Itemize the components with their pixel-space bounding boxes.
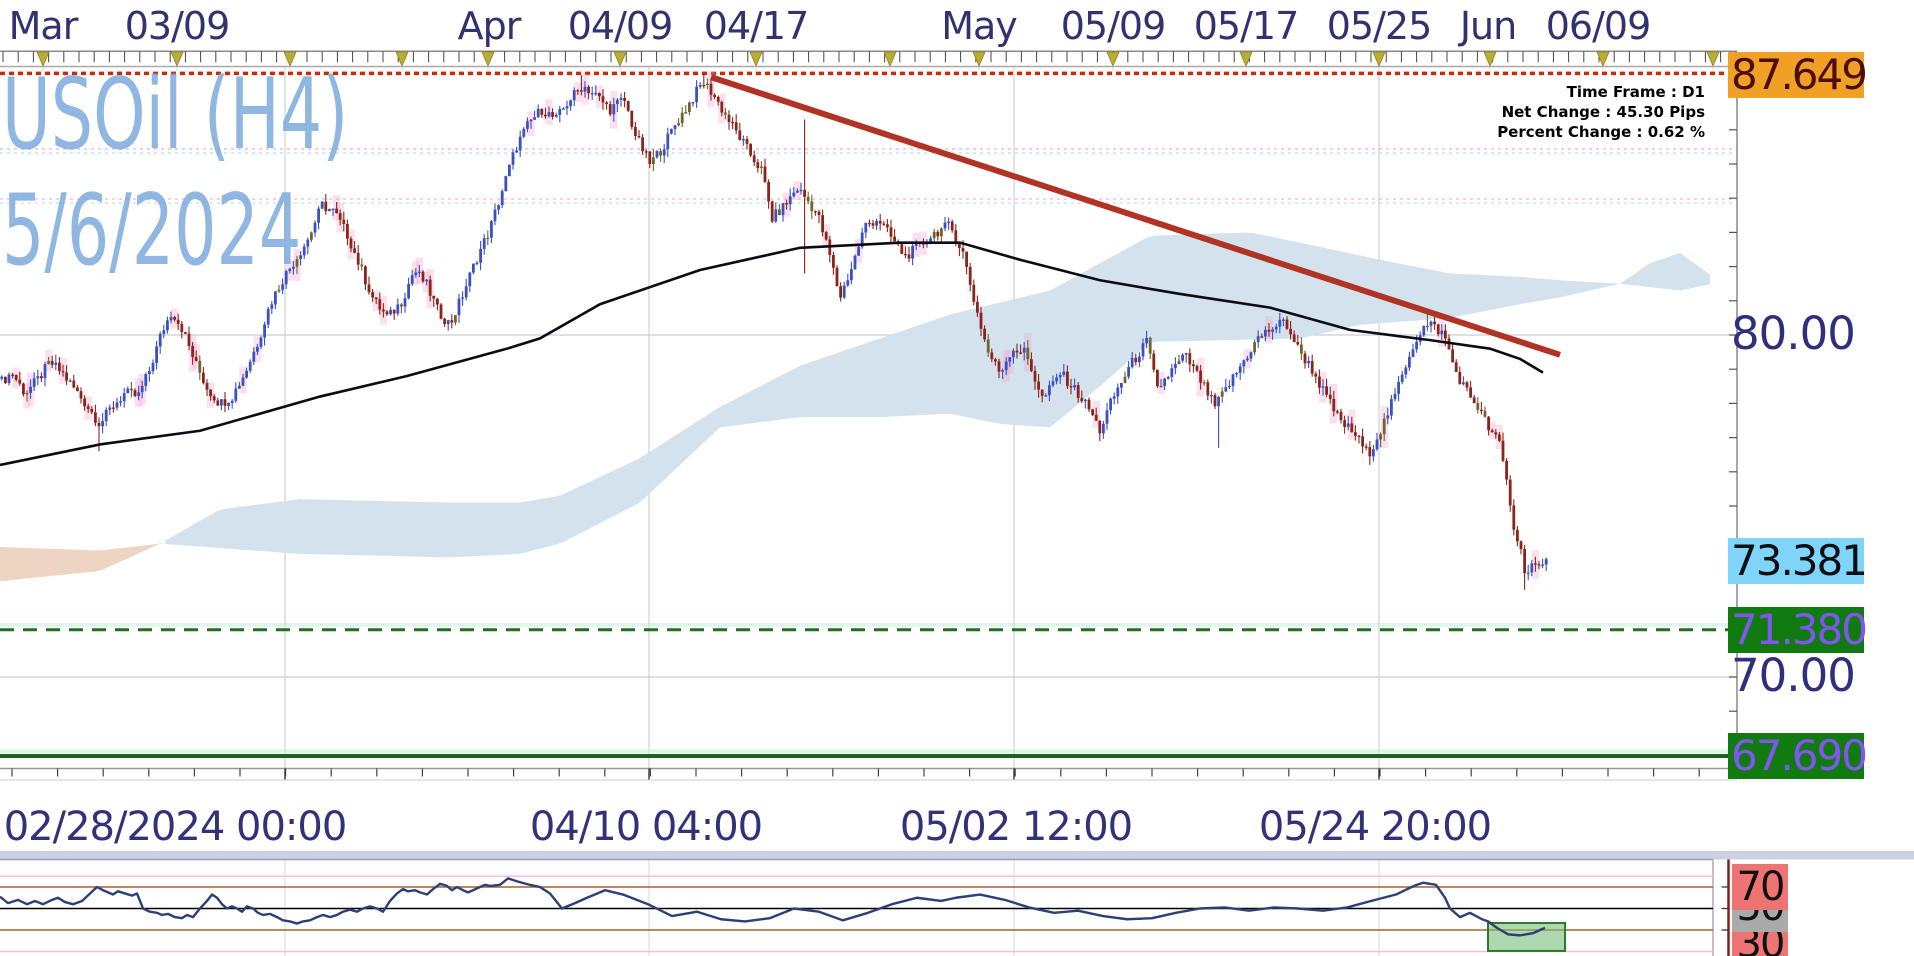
watermark: USOil (H4) 5/6/2024 <box>2 58 348 289</box>
time-label: Apr <box>457 4 522 48</box>
panel-separator <box>0 851 1914 860</box>
time-label: 05/09 <box>1060 4 1167 48</box>
price-tag-support-dashed: 71.380 <box>1728 606 1868 653</box>
time-label: 05/25 <box>1326 4 1433 48</box>
rsi-panel <box>0 858 1730 956</box>
time-label: 04/17 <box>703 4 810 48</box>
price-tag-current: 73.381 <box>1728 538 1868 585</box>
time-label: May <box>941 4 1018 48</box>
rsi-level-50: 50 <box>1732 910 1788 932</box>
price-gridline-label: 70.00 <box>1731 649 1856 702</box>
ichimoku-cloud <box>0 232 1710 582</box>
time-label: Mar <box>8 4 79 48</box>
axis-frame <box>0 50 1738 781</box>
time-label-bottom: 04/10 04:00 <box>529 804 763 850</box>
trendline <box>710 74 1561 358</box>
rsi-panel-surface[interactable] <box>0 859 1713 956</box>
watermark-date: 5/6/2024 <box>2 173 302 288</box>
rsi-level-30: 30 <box>1732 932 1788 956</box>
time-label-bottom: 05/02 12:00 <box>899 804 1133 850</box>
time-label: 06/09 <box>1545 4 1652 48</box>
ma-line <box>0 241 1544 467</box>
level-lines <box>0 71 1737 759</box>
watermark-symbol: USOil (H4) <box>2 58 349 172</box>
info-percent-change: Percent Change : 0.62 % <box>1497 123 1705 141</box>
candles <box>0 73 1548 590</box>
time-label: 04/09 <box>567 4 674 48</box>
price-tag-resistance: 87.649 <box>1728 52 1868 99</box>
info-net-change: Net Change : 45.30 Pips <box>1501 103 1705 121</box>
rsi-level-70: 70 <box>1732 864 1788 910</box>
info-panel: Time Frame : D1 Net Change : 45.30 Pips … <box>1497 82 1705 142</box>
time-label-bottom: 02/28/2024 00:00 <box>3 804 348 850</box>
price-tag-support-solid: 67.690 <box>1728 733 1868 779</box>
price-gridline-label: 80.00 <box>1731 307 1856 360</box>
time-label-bottom: 05/24 20:00 <box>1258 804 1492 850</box>
time-label: 05/17 <box>1193 4 1300 48</box>
artifact-lines <box>0 148 1737 204</box>
info-timeframe: Time Frame : D1 <box>1566 83 1705 101</box>
time-label: 03/09 <box>124 4 231 48</box>
time-label: Jun <box>1459 4 1517 48</box>
